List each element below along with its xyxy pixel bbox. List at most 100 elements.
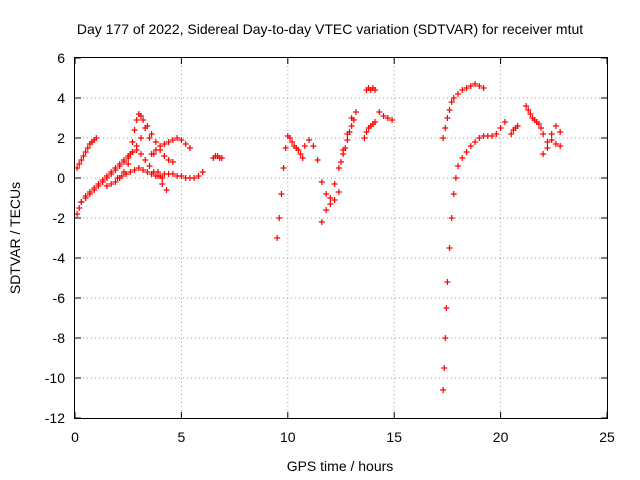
data-point <box>161 153 168 159</box>
data-point <box>525 107 532 113</box>
x-tick-label: 0 <box>71 429 79 445</box>
data-point <box>327 201 334 207</box>
data-point <box>338 159 344 165</box>
y-tick-label: -6 <box>53 290 66 306</box>
data-point <box>74 211 81 217</box>
data-point <box>114 175 121 181</box>
x-axis-label: GPS time / hours <box>287 458 394 474</box>
data-point <box>476 83 483 89</box>
data-point <box>140 117 147 123</box>
data-point <box>74 165 81 171</box>
data-point <box>93 135 100 141</box>
y-tick-label: -10 <box>45 370 65 386</box>
data-point <box>467 83 474 89</box>
data-point <box>443 305 450 311</box>
data-point <box>442 335 449 341</box>
x-tick-label: 15 <box>386 429 402 445</box>
data-point <box>142 157 149 163</box>
data-point <box>165 157 172 163</box>
data-point <box>389 117 396 123</box>
data-point <box>508 131 515 137</box>
data-point <box>472 81 479 87</box>
data-point <box>557 143 564 149</box>
data-point <box>278 191 285 197</box>
data-point <box>335 189 342 195</box>
data-point <box>548 131 555 137</box>
data-point <box>552 141 559 147</box>
data-point <box>472 139 479 145</box>
data-point <box>446 245 453 251</box>
data-point <box>463 85 470 91</box>
data-point <box>174 135 181 141</box>
data-point <box>380 113 387 119</box>
data-point <box>182 141 189 147</box>
data-point <box>99 179 106 185</box>
data-point <box>161 141 168 147</box>
data-point <box>125 161 132 167</box>
data-point <box>459 155 466 161</box>
data-point <box>455 91 462 97</box>
data-point <box>527 111 534 117</box>
data-point <box>169 137 176 143</box>
data-point <box>80 153 87 159</box>
data-point <box>131 167 138 173</box>
data-point <box>514 123 521 129</box>
data-point <box>297 151 304 157</box>
data-point <box>361 135 368 141</box>
y-tick-label: 0 <box>57 170 65 186</box>
data-point <box>459 87 466 93</box>
data-point <box>86 191 93 197</box>
data-point <box>137 113 144 119</box>
data-point <box>544 139 551 145</box>
data-point <box>289 139 296 145</box>
data-point <box>299 155 306 161</box>
data-point <box>157 143 164 149</box>
data-point <box>103 175 110 181</box>
data-point <box>163 187 170 193</box>
data-point <box>195 173 202 179</box>
data-point <box>501 119 508 125</box>
data-point <box>135 165 142 171</box>
data-point <box>133 117 140 123</box>
data-point <box>127 169 134 175</box>
data-point <box>440 387 447 393</box>
data-point <box>148 151 155 157</box>
data-point <box>274 235 281 241</box>
data-point <box>78 199 85 205</box>
y-tick-label: -2 <box>53 210 66 226</box>
data-point <box>148 171 155 177</box>
axis-ticks: 0 5 10 15 20 25 -12 -10 -8 -6 -4 -2 0 2 4 6 <box>45 50 615 445</box>
data-point <box>346 129 353 135</box>
data-point <box>552 123 559 129</box>
data-point <box>444 279 451 285</box>
data-point <box>548 137 555 143</box>
data-point <box>178 137 185 143</box>
data-point <box>340 151 347 157</box>
x-tick-label: 20 <box>493 429 509 445</box>
data-point <box>446 107 453 113</box>
data-point <box>78 157 85 163</box>
data-point <box>91 187 98 193</box>
data-point <box>344 137 351 143</box>
data-point <box>154 169 161 175</box>
data-point <box>276 215 283 221</box>
y-tick-label: -4 <box>53 250 66 266</box>
data-point <box>123 171 130 177</box>
data-point <box>448 215 455 221</box>
data-point <box>186 145 193 151</box>
data-point <box>444 115 451 121</box>
data-point <box>199 169 206 175</box>
data-point <box>112 179 119 185</box>
plot-frame <box>74 57 608 419</box>
x-tick-label: 5 <box>178 429 186 445</box>
data-point <box>348 123 355 129</box>
data-point <box>127 151 134 157</box>
data-point <box>108 171 115 177</box>
data-point <box>327 195 334 201</box>
data-point <box>448 99 455 105</box>
data-point <box>137 151 144 157</box>
data-point <box>95 183 102 189</box>
data-point <box>535 121 542 127</box>
data-point <box>463 149 470 155</box>
